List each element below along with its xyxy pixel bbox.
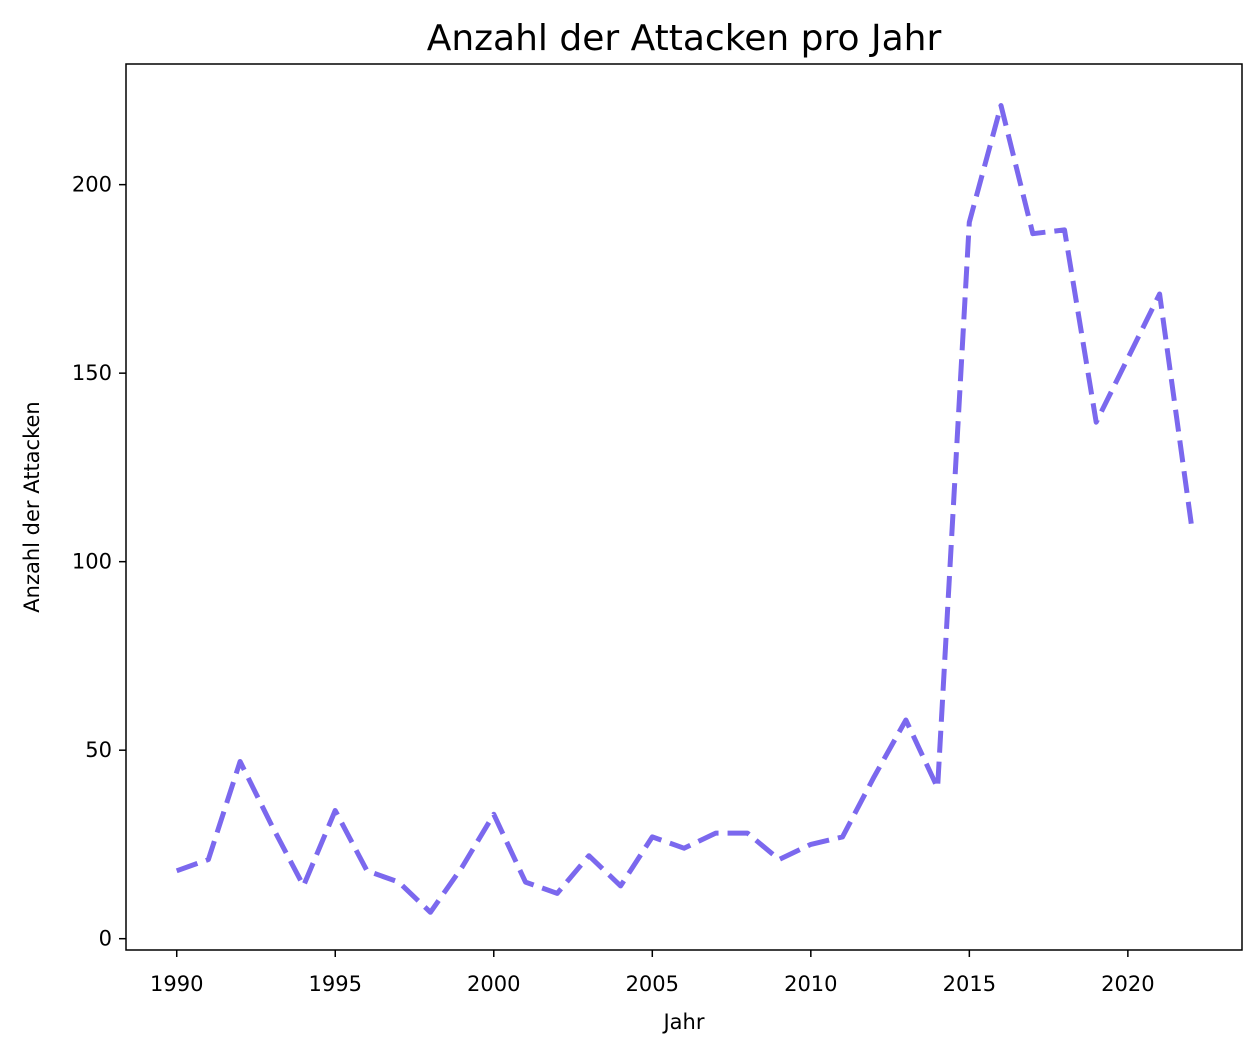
y-tick-label: 50 [85, 738, 112, 762]
y-tick-label: 0 [99, 927, 112, 951]
y-tick-label: 100 [72, 550, 112, 574]
x-tick-label: 2015 [943, 972, 996, 996]
x-axis-title: Jahr [661, 1010, 704, 1034]
x-tick-label: 2000 [467, 972, 520, 996]
y-tick-label: 150 [72, 361, 112, 385]
x-tick-label: 2020 [1101, 972, 1154, 996]
plot-area [175, 103, 1194, 915]
y-axis-title: Anzahl der Attacken [20, 401, 44, 612]
x-tick-label: 1995 [309, 972, 362, 996]
chart-title: Anzahl der Attacken pro Jahr [427, 18, 942, 59]
plot-frame [125, 63, 1243, 951]
axes: 1990 1995 2000 2005 2010 2015 2020 0 50 100 150 200 [72, 173, 1155, 996]
y-tick-label: 200 [72, 173, 112, 197]
series-line [175, 103, 1194, 915]
x-tick-label: 2005 [626, 972, 679, 996]
x-tick-label: 2010 [784, 972, 837, 996]
x-tick-label: 1990 [150, 972, 203, 996]
